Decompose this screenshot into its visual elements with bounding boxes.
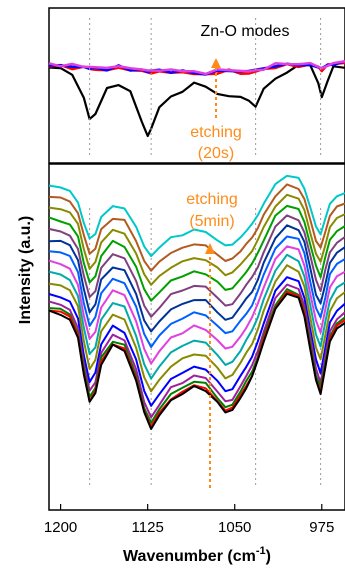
bottom-series-line: [48, 193, 345, 286]
top-panel-plot: [48, 59, 345, 138]
x-tick-label: 1200: [44, 519, 77, 536]
bottom-series-line: [48, 288, 345, 424]
bottom-series-line: [48, 235, 345, 348]
top-panel-frame: [48, 7, 345, 164]
bottom-panel-plot: [48, 174, 345, 430]
y-axis-label: Intensity (a.u.): [17, 216, 34, 324]
x-axis-label: Wavenumber (cm-1): [123, 545, 271, 565]
x-tick-label: 975: [309, 519, 334, 536]
etching-5min-time: (5min): [189, 213, 234, 230]
top-arrow: [211, 58, 221, 118]
bottom-series-line: [48, 224, 345, 333]
bottom-series-line: [48, 174, 345, 258]
bottom-series-line: [48, 290, 345, 428]
bottom-series-line: [48, 264, 345, 393]
bottom-series-line: [48, 292, 345, 430]
x-axis-ticks: 1200 1125 1050 975: [44, 504, 334, 536]
etching-20s-time: (20s): [198, 145, 234, 162]
bottom-series-line: [48, 283, 345, 419]
bottom-series-line: [48, 253, 345, 380]
etching-5min-label: etching: [186, 191, 238, 208]
zn-o-modes-label: Zn-O modes: [201, 23, 290, 40]
bottom-series-line: [48, 245, 345, 365]
bottom-series-line: [48, 276, 345, 407]
bottom-arrow: [205, 243, 215, 488]
bottom-series-line: [48, 204, 345, 302]
bottom-series-line: [48, 183, 345, 272]
x-tick-label: 1125: [132, 519, 164, 536]
bottom-series-line: [48, 214, 345, 318]
bottom-panel-frame: [48, 163, 345, 511]
x-tick-label: 1050: [218, 519, 251, 536]
top-series-line: [48, 59, 345, 76]
etching-20s-label: etching: [190, 124, 242, 141]
